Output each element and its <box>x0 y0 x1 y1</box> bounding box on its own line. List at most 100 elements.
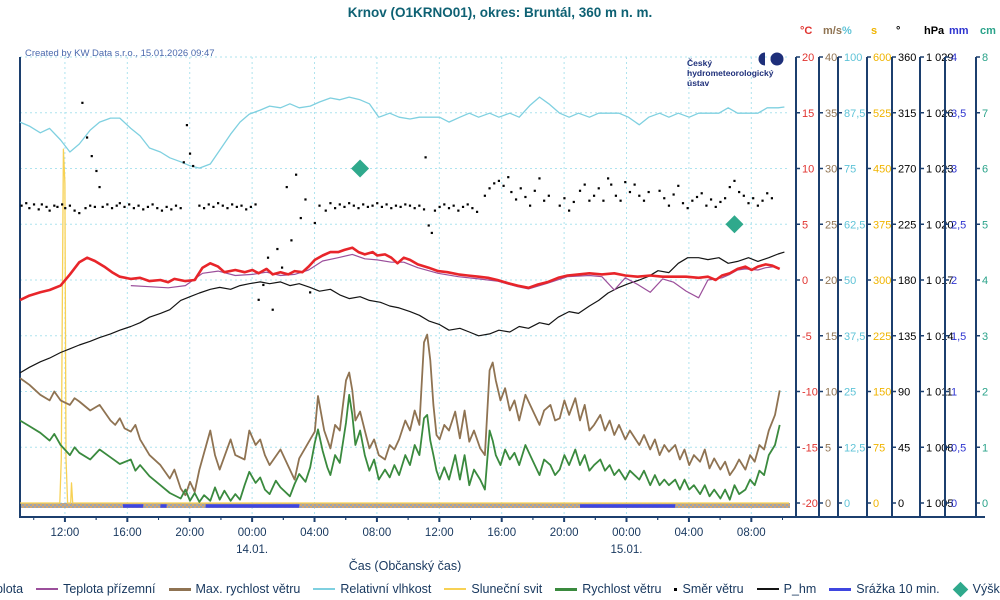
svg-text:1 029: 1 029 <box>926 52 954 64</box>
svg-text:-15: -15 <box>802 442 818 454</box>
svg-text:0: 0 <box>898 498 904 510</box>
svg-text:1: 1 <box>982 442 988 454</box>
svg-text:0: 0 <box>873 498 879 510</box>
svg-text:0: 0 <box>844 498 850 510</box>
svg-text:450: 450 <box>873 164 891 176</box>
svg-text:40: 40 <box>825 52 837 64</box>
svg-text:-10: -10 <box>802 387 818 399</box>
axis-direction: ° 360 315 270 225 180 135 90 45 0 <box>891 25 916 517</box>
axis-wind: m/s 40 35 30 25 20 15 10 5 0 <box>818 25 842 517</box>
svg-text:Čas (Občanský čas): Čas (Občanský čas) <box>349 558 462 572</box>
legend-item-rychlost-vetru: Rychlost větru <box>555 582 661 596</box>
legend-label: Výška sněhu <box>972 582 1000 596</box>
svg-text:1 026: 1 026 <box>926 108 954 120</box>
axis-precip: mm 4 3,5 3 2,5 2 1,5 1 0,5 0 <box>944 25 969 517</box>
svg-text:0: 0 <box>825 498 831 510</box>
svg-text:hydrometeorologický: hydrometeorologický <box>687 68 774 78</box>
svg-text:4: 4 <box>951 52 957 64</box>
svg-text:15: 15 <box>825 331 837 343</box>
series-relativni-vlhkost <box>19 96 785 169</box>
svg-text:25: 25 <box>844 387 856 399</box>
svg-text:50: 50 <box>844 275 856 287</box>
legend: Teplota Teplota přízemní Max. rychlost vět… <box>0 581 1000 597</box>
svg-text:8: 8 <box>982 52 988 64</box>
svg-text:25: 25 <box>825 219 837 231</box>
svg-text:12,5: 12,5 <box>844 442 865 454</box>
svg-text:30: 30 <box>825 164 837 176</box>
srazka-10-min-swatch-icon <box>829 587 852 591</box>
svg-text:10: 10 <box>802 164 814 176</box>
svg-text:Český: Český <box>687 57 712 68</box>
svg-text:20:00: 20:00 <box>175 527 204 539</box>
svg-text:7: 7 <box>982 108 988 120</box>
date-label: 14.01. <box>236 544 268 556</box>
svg-text:3: 3 <box>951 164 957 176</box>
axis-unit-sun: s <box>871 25 877 37</box>
svg-text:375: 375 <box>873 219 891 231</box>
vyska-snehu-swatch-icon <box>952 581 968 597</box>
svg-text:0: 0 <box>951 498 957 510</box>
rychlost-vetru-swatch-icon <box>555 587 578 591</box>
legend-label: Srážka 10 min. <box>856 582 940 596</box>
svg-text:1 011: 1 011 <box>926 387 953 399</box>
logo-mark-icon <box>758 52 765 66</box>
axis-frame <box>19 57 985 522</box>
svg-text:600: 600 <box>873 52 891 64</box>
svg-text:2: 2 <box>982 387 988 399</box>
axis-unit-pressure: hPa <box>924 25 945 37</box>
svg-text:15: 15 <box>802 108 814 120</box>
legend-item-slunecni-svit: Sluneční svit <box>444 582 542 596</box>
chart-canvas: °C20151050-5-10-15-20m/s4035302520151050… <box>19 25 996 572</box>
svg-text:360: 360 <box>898 52 916 64</box>
svg-text:225: 225 <box>898 219 916 231</box>
svg-text:12:00: 12:00 <box>51 527 80 539</box>
svg-text:00:00: 00:00 <box>238 527 267 539</box>
svg-text:45: 45 <box>898 442 910 454</box>
gridlines <box>20 56 790 517</box>
svg-text:1 014: 1 014 <box>926 331 954 343</box>
svg-text:37,5: 37,5 <box>844 331 865 343</box>
axis-unit-wind: m/s <box>823 25 842 37</box>
teplota-prizemni-swatch-icon <box>36 588 59 590</box>
legend-item-max-rychlost-vetru: Max. rychlost větru <box>168 582 301 596</box>
slunecni-svit-swatch-icon <box>444 588 467 590</box>
legend-label: Rychlost větru <box>582 582 662 596</box>
date-label: 15.01. <box>611 544 643 556</box>
series-rychlost-vetru <box>19 393 781 503</box>
svg-text:1 008: 1 008 <box>926 442 954 454</box>
logo-dot-icon <box>770 52 784 66</box>
svg-text:90: 90 <box>898 387 910 399</box>
svg-text:315: 315 <box>898 108 916 120</box>
svg-text:20: 20 <box>825 275 837 287</box>
svg-text:20:00: 20:00 <box>550 527 579 539</box>
series-teplota <box>19 246 781 302</box>
svg-text:225: 225 <box>873 331 891 343</box>
legend-label: Max. rychlost větru <box>195 582 301 596</box>
svg-text:5: 5 <box>802 219 808 231</box>
axis-snow: cm 8 7 6 5 4 3 2 1 0 <box>975 25 996 517</box>
svg-text:4: 4 <box>982 275 988 287</box>
axis-sun: s 600 525 450 375 300 225 150 75 0 <box>866 25 891 517</box>
page-title: Krnov (O1KRNO01), okres: Bruntál, 360 m … <box>347 5 653 20</box>
svg-text:270: 270 <box>898 164 916 176</box>
svg-text:5: 5 <box>982 219 988 231</box>
legend-label: P_hm <box>783 582 817 596</box>
created-by-label: Created by KW Data s.r.o., 15.01.2026 09… <box>25 48 215 59</box>
axis-unit-humidity: % <box>842 25 852 37</box>
svg-text:-5: -5 <box>802 331 812 343</box>
axis-unit-temp: °C <box>800 25 812 37</box>
legend-label: Teplota přízemní <box>63 582 156 596</box>
svg-text:20: 20 <box>802 52 814 64</box>
svg-text:1,5: 1,5 <box>951 331 966 343</box>
axis-humidity: % 100 87,5 75 62,5 50 37,5 25 12,5 0 <box>837 25 865 517</box>
smer-vetru-swatch-icon <box>674 587 678 591</box>
svg-text:1 023: 1 023 <box>926 164 954 176</box>
legend-item-vyska-snehu: Výška sněhu <box>952 581 1000 597</box>
legend-label: Sluneční svit <box>471 582 543 596</box>
svg-text:180: 180 <box>898 275 916 287</box>
legend-item-p_hm: P_hm <box>756 582 817 596</box>
legend-item-srazka-10-min: Srážka 10 min. <box>829 582 940 596</box>
